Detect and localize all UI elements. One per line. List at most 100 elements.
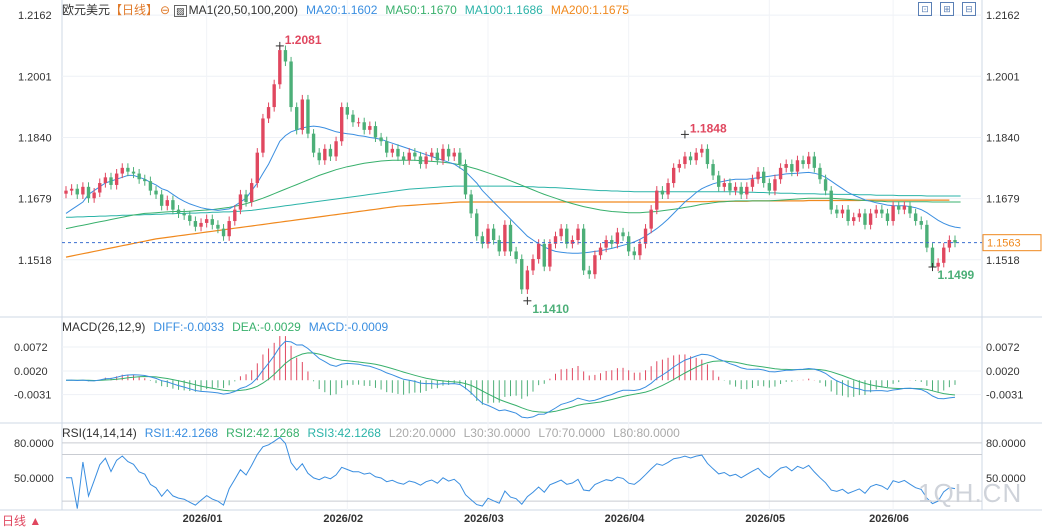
candle-body <box>655 190 659 210</box>
candle-body <box>756 171 760 180</box>
macd-diff-label: DIFF:-0.0033 <box>153 320 225 334</box>
candle-body <box>649 209 653 229</box>
macd-label[interactable]: MACD(26,12,9) <box>62 320 146 334</box>
candle-body <box>227 221 231 237</box>
candle-body <box>345 107 350 115</box>
date-tick-0: 2026/01 <box>183 513 223 525</box>
candle-body <box>64 190 68 194</box>
candle-body <box>671 167 676 184</box>
candle-body <box>176 209 181 214</box>
candle-body <box>188 215 192 222</box>
candle-body <box>514 251 518 260</box>
ma20-label: MA20:1.1602 <box>306 3 378 17</box>
candle-body <box>548 243 552 267</box>
candle-body <box>154 190 158 195</box>
candle-body <box>773 179 777 191</box>
candle-body <box>913 213 918 222</box>
candle-body <box>565 228 569 244</box>
candle-body <box>362 122 366 130</box>
candle-body <box>936 262 940 267</box>
candle-body <box>373 126 378 138</box>
candle-body <box>885 213 890 222</box>
candle-body <box>210 219 214 225</box>
candle-body <box>694 152 698 161</box>
candle-body <box>300 99 305 130</box>
candle-body <box>868 213 873 225</box>
candle-body <box>666 183 670 195</box>
ma50-line <box>65 159 961 230</box>
candle-body <box>570 240 575 244</box>
candle-body <box>452 152 456 157</box>
candle-body <box>81 186 85 195</box>
candle-body <box>705 148 710 165</box>
candle-body <box>626 236 631 252</box>
rsi-line <box>66 436 956 509</box>
date-tick-4: 2026/05 <box>745 513 785 525</box>
candle-body <box>919 221 923 225</box>
candle-body <box>925 224 929 248</box>
candle-body <box>863 213 867 225</box>
indicator-label[interactable]: MA1(20,50,100,200) <box>188 3 299 17</box>
ma50-label: MA50:1.1670 <box>385 3 457 17</box>
period-select[interactable]: 日线 ▲ <box>2 514 42 528</box>
candle-body <box>103 177 108 184</box>
candle-body <box>762 171 766 184</box>
period-label[interactable]: 【日线】 <box>110 3 159 17</box>
candle-body <box>255 152 259 184</box>
candle-body <box>700 148 704 153</box>
ma100-label: MA100:1.1686 <box>464 3 543 17</box>
l70-label: L70:70.0000 <box>538 426 606 440</box>
candle-body <box>356 122 361 124</box>
macd-dea-line <box>65 352 956 413</box>
zoom-out-icon[interactable]: ⊟ <box>962 2 976 16</box>
candle-body <box>289 61 293 108</box>
candle-body <box>143 179 147 182</box>
candle-body <box>795 160 800 172</box>
candle-body <box>368 126 372 130</box>
candle-body <box>261 118 265 153</box>
zoom-in-icon[interactable]: ⊞ <box>940 2 954 16</box>
candle-body <box>295 107 299 130</box>
candle-body <box>902 205 907 210</box>
candle-body <box>559 228 563 237</box>
rsi-label[interactable]: RSI(14,14,14) <box>62 426 137 440</box>
candle-body <box>75 188 79 195</box>
candle-body <box>598 247 603 256</box>
candle-body <box>216 224 220 229</box>
candle-body <box>396 148 400 157</box>
indicator-icon[interactable]: ▨ <box>174 5 187 17</box>
price-tick-left-3: 1.1679 <box>18 194 52 206</box>
candle-body <box>266 107 271 119</box>
rsi3-label: RSI3:42.1268 <box>307 426 381 440</box>
candle-body <box>576 228 580 241</box>
candle-body <box>137 173 141 180</box>
candle-body <box>199 222 203 227</box>
fullscreen-icon[interactable]: ⊡ <box>918 2 932 16</box>
candle-body <box>947 240 952 248</box>
candle-body <box>379 137 383 142</box>
candle-body <box>587 270 591 275</box>
candle-body <box>750 179 755 187</box>
candle-body <box>109 177 113 185</box>
candle-body <box>92 192 96 199</box>
candle-body <box>857 213 862 218</box>
candle-body <box>818 167 822 180</box>
price-tick-right-1: 1.2001 <box>986 71 1020 83</box>
candle-body <box>283 50 288 62</box>
candle-body <box>790 164 794 172</box>
current-price-box <box>982 234 1042 252</box>
candle-body <box>942 247 946 263</box>
candle-body <box>638 243 642 256</box>
candle-body <box>244 194 248 203</box>
candle-body <box>835 209 839 214</box>
candle-body <box>604 240 608 248</box>
settings-icon[interactable]: ⊖ <box>160 3 171 17</box>
candle-body <box>238 194 243 210</box>
candle-body <box>435 152 440 161</box>
candle-body <box>497 240 501 252</box>
candle-body <box>531 259 535 271</box>
price-tick-left-4: 1.1518 <box>18 255 52 267</box>
candle-body <box>306 99 310 134</box>
price-tick-left-2: 1.1840 <box>18 132 52 144</box>
